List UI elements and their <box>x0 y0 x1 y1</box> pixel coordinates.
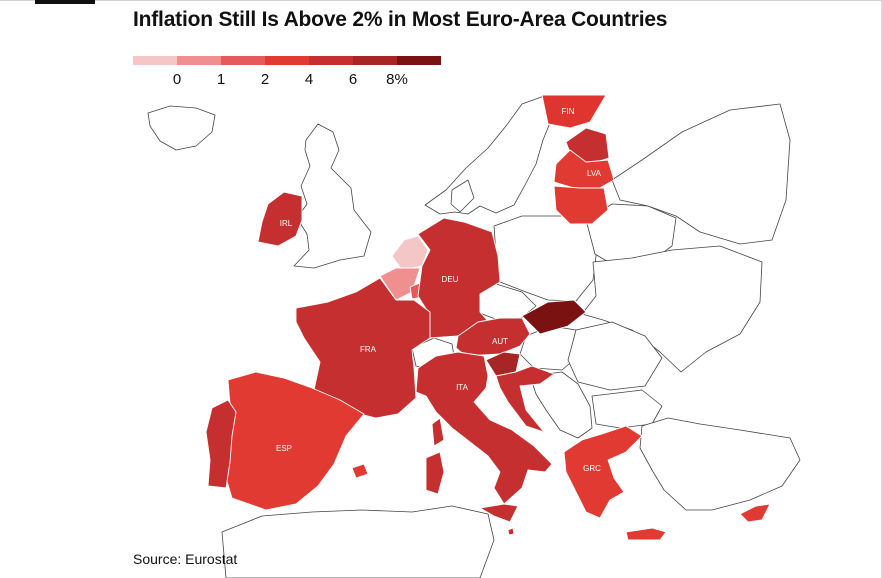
legend-label-4: 6 <box>348 71 358 88</box>
label-lva: LVA <box>587 169 602 178</box>
legend-label-5: 8% <box>386 71 408 88</box>
map-title: Inflation Still Is Above 2% in Most Euro… <box>133 8 668 31</box>
label-grc: GRC <box>583 464 601 473</box>
country-france <box>295 277 431 419</box>
legend-label-0: 0 <box>172 71 182 88</box>
legend-swatch-4 <box>309 56 353 65</box>
country-greece-crete <box>625 527 667 541</box>
legend-label-2: 2 <box>260 71 270 88</box>
country-latvia <box>553 149 615 191</box>
land-romania <box>567 321 663 391</box>
land-ukraine <box>581 245 763 373</box>
land-turkey <box>639 417 801 511</box>
country-france-corsica <box>431 417 445 447</box>
country-greece <box>563 425 643 519</box>
country-cyprus <box>739 503 771 523</box>
land-iceland <box>147 105 216 151</box>
country-finland <box>541 94 607 129</box>
country-spain-balearics <box>351 463 369 479</box>
legend-swatch-3 <box>265 56 309 65</box>
euro-area-countries <box>205 94 771 541</box>
top-tab-marker <box>35 0 95 4</box>
land-great-britain <box>293 123 372 269</box>
land-bulgaria <box>591 389 663 429</box>
top-rule <box>0 0 883 4</box>
legend-swatch-2 <box>221 56 265 65</box>
land-north-africa <box>221 505 495 578</box>
country-malta <box>507 527 515 536</box>
color-legend: 0 1 2 4 6 8% <box>133 56 441 88</box>
legend-label-3: 4 <box>304 71 314 88</box>
land-norway-sweden <box>424 95 553 215</box>
country-croatia <box>495 365 555 433</box>
country-italy <box>415 351 553 505</box>
country-portugal <box>205 399 237 489</box>
right-rule <box>881 0 883 578</box>
legend-swatch-6 <box>397 56 441 65</box>
legend-swatch-1 <box>177 56 221 65</box>
label-deu: DEU <box>442 275 459 284</box>
legend-color-bar <box>133 56 441 65</box>
legend-label-1: 1 <box>216 71 226 88</box>
country-slovenia <box>485 351 521 377</box>
country-labels: FIN LVA IRL DEU FRA AUT ITA ESP GRC <box>276 107 602 473</box>
land-balkans <box>529 371 593 439</box>
label-fra: FRA <box>360 345 377 354</box>
legend-swatch-0 <box>133 56 177 65</box>
country-italy-sicily <box>479 503 519 523</box>
country-lithuania <box>553 185 609 225</box>
legend-swatch-5 <box>353 56 397 65</box>
label-fin: FIN <box>562 107 575 116</box>
label-esp: ESP <box>276 444 292 453</box>
country-ireland <box>257 191 303 247</box>
label-ita: ITA <box>456 383 469 392</box>
non-euro-land <box>147 95 801 578</box>
land-belarus <box>585 203 677 267</box>
legend-labels: 0 1 2 4 6 8% <box>133 65 441 88</box>
land-denmark <box>450 179 475 213</box>
label-irl: IRL <box>280 219 293 228</box>
land-russia <box>611 103 791 245</box>
country-italy-sardinia <box>425 451 445 495</box>
source-note: Source: Eurostat <box>133 551 238 567</box>
label-aut: AUT <box>492 337 508 346</box>
country-slovakia <box>521 299 587 335</box>
country-austria <box>455 317 531 357</box>
